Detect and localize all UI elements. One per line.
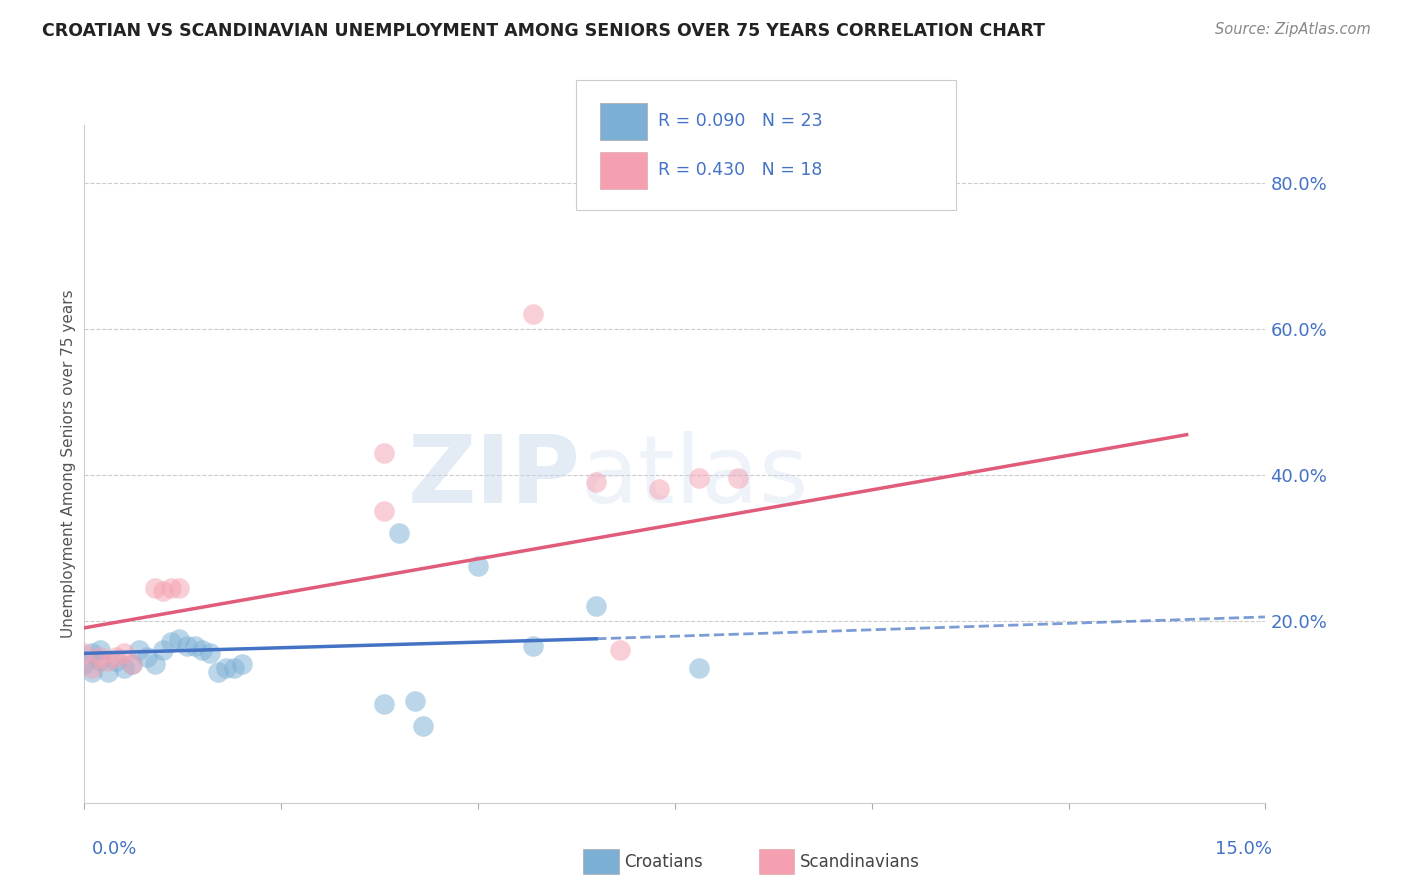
Point [222,661,245,675]
Point [200,646,222,660]
Text: Source: ZipAtlas.com: Source: ZipAtlas.com [1215,22,1371,37]
Point [73,646,96,660]
Point [160,581,183,595]
Text: CROATIAN VS SCANDINAVIAN UNEMPLOYMENT AMONG SENIORS OVER 75 YEARS CORRELATION CH: CROATIAN VS SCANDINAVIAN UNEMPLOYMENT AM… [42,22,1045,40]
Point [121,657,143,672]
Point [89,650,111,665]
Text: Scandinavians: Scandinavians [800,853,920,871]
Point [143,657,166,672]
Point [112,661,135,675]
Point [82,661,104,675]
Point [136,650,159,665]
Point [176,639,198,653]
Point [89,642,111,657]
Y-axis label: Unemployment Among Seniors over 75 years: Unemployment Among Seniors over 75 years [60,290,76,638]
Point [73,657,96,672]
Point [727,471,749,485]
Point [89,654,111,668]
Point [373,504,395,518]
Point [104,650,127,665]
Text: atlas: atlas [581,432,808,524]
Point [97,654,120,668]
Point [207,665,229,679]
Point [467,558,489,573]
Point [585,475,607,489]
Point [522,307,544,321]
Text: ZIP: ZIP [408,432,581,524]
Point [215,661,238,675]
Point [152,584,174,599]
Point [609,642,631,657]
Point [388,526,411,541]
Text: R = 0.430   N = 18: R = 0.430 N = 18 [658,161,823,179]
Point [404,694,426,708]
Point [82,646,104,660]
Point [97,665,120,679]
Point [112,646,135,660]
Point [522,639,544,653]
Text: 0.0%: 0.0% [91,840,136,858]
Point [183,639,205,653]
Point [688,661,710,675]
Point [128,642,150,657]
Point [191,642,214,657]
Point [585,599,607,613]
Point [121,657,143,672]
Point [82,665,104,679]
Text: Croatians: Croatians [624,853,703,871]
Point [167,581,190,595]
Point [412,719,434,733]
Point [648,483,671,497]
Point [373,698,395,712]
Point [104,654,127,668]
Point [167,632,190,646]
Text: 15.0%: 15.0% [1215,840,1272,858]
Point [143,581,166,595]
Point [160,635,183,649]
Point [152,642,174,657]
Text: R = 0.090   N = 23: R = 0.090 N = 23 [658,112,823,130]
Point [688,471,710,485]
Point [373,446,395,460]
Point [231,657,253,672]
